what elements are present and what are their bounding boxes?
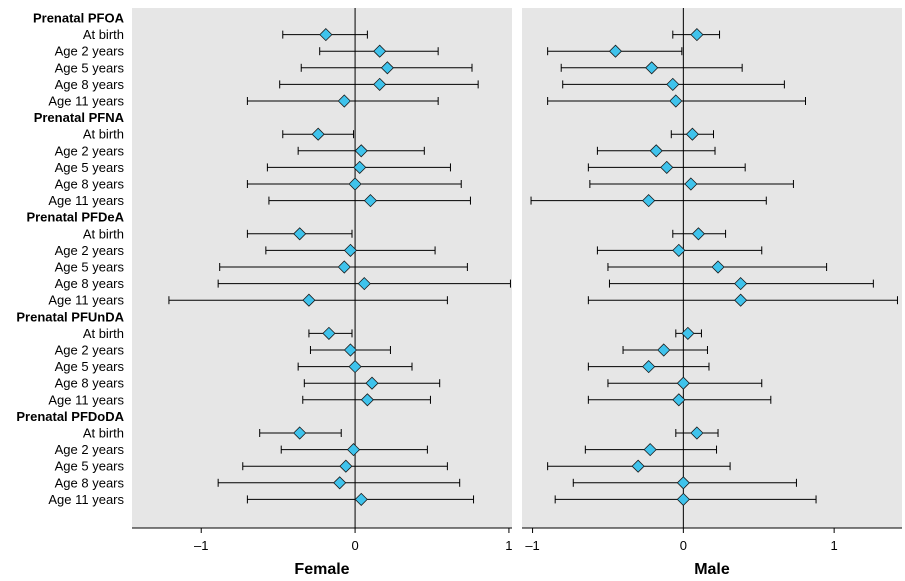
estimate-marker: [660, 160, 674, 174]
x-tick-label: 0: [351, 538, 358, 553]
group-label: Prenatal PFUnDA: [16, 309, 124, 324]
panel-background: [522, 8, 902, 528]
panel-background: [132, 8, 512, 528]
row-label: Age 11 years: [48, 392, 124, 407]
estimate-marker: [669, 94, 683, 108]
estimate-marker: [691, 227, 705, 241]
estimate-marker: [642, 194, 656, 208]
row-label: At birth: [83, 127, 124, 142]
row-label: Age 11 years: [48, 193, 124, 208]
group-label: Prenatal PFNA: [34, 110, 125, 125]
estimate-marker: [293, 426, 307, 440]
panel-title-female: Female: [294, 561, 349, 578]
estimate-marker: [348, 177, 362, 191]
estimate-marker: [353, 160, 367, 174]
estimate-marker: [354, 492, 368, 506]
estimate-marker: [608, 44, 623, 58]
estimate-marker: [685, 127, 699, 141]
estimate-marker: [672, 393, 686, 407]
estimate-marker: [690, 28, 704, 42]
row-label: Age 5 years: [55, 260, 125, 275]
estimate-marker: [666, 77, 680, 91]
estimate-marker: [322, 326, 336, 340]
estimate-marker: [373, 44, 387, 58]
row-label: At birth: [83, 226, 124, 241]
estimate-marker: [365, 376, 379, 390]
row-label: Age 8 years: [55, 276, 125, 291]
estimate-marker: [690, 426, 704, 440]
estimate-marker: [649, 144, 663, 158]
row-label: Age 8 years: [55, 376, 125, 391]
row-label: Age 8 years: [55, 177, 125, 192]
estimate-marker: [681, 326, 695, 340]
row-label: Age 11 years: [48, 492, 124, 507]
estimate-marker: [631, 459, 645, 473]
panel-title-male: Male: [694, 561, 730, 578]
x-tick-label: –1: [194, 538, 208, 553]
estimate-marker: [348, 360, 362, 374]
estimate-marker: [333, 476, 347, 490]
x-tick-label: 0: [680, 538, 687, 553]
row-label: Age 2 years: [55, 442, 125, 457]
estimate-marker: [643, 443, 657, 457]
estimate-marker: [311, 127, 325, 141]
row-label: Age 11 years: [48, 94, 124, 109]
estimate-marker: [302, 293, 316, 307]
estimate-marker: [346, 443, 361, 457]
row-label: At birth: [83, 326, 124, 341]
estimate-marker: [337, 260, 351, 274]
estimate-marker: [684, 177, 698, 191]
row-label: Age 5 years: [55, 160, 125, 175]
row-label: Age 2 years: [55, 143, 125, 158]
estimate-marker: [357, 277, 371, 291]
estimate-marker: [380, 61, 394, 75]
estimate-marker: [645, 61, 659, 75]
estimate-marker: [642, 360, 656, 374]
estimate-marker: [657, 343, 671, 357]
estimate-marker: [337, 94, 351, 108]
estimate-marker: [343, 343, 358, 357]
x-tick-label: 1: [505, 538, 512, 553]
estimate-marker: [711, 260, 725, 274]
row-label: At birth: [83, 426, 124, 441]
estimate-marker: [373, 77, 387, 91]
row-label: Age 2 years: [55, 343, 125, 358]
estimate-marker: [339, 459, 353, 473]
row-label: Age 5 years: [55, 60, 125, 75]
x-tick-label: –1: [525, 538, 539, 553]
row-label: Age 2 years: [55, 243, 125, 258]
row-label: Age 11 years: [48, 293, 124, 308]
group-label: Prenatal PFOA: [33, 11, 125, 26]
row-label: At birth: [83, 27, 124, 42]
group-label: Prenatal PFDoDA: [16, 409, 124, 424]
row-label: Age 8 years: [55, 475, 125, 490]
row-label: Age 8 years: [55, 77, 125, 92]
estimate-marker: [734, 277, 748, 291]
row-label: Age 2 years: [55, 44, 125, 59]
estimate-marker: [354, 144, 368, 158]
estimate-marker: [293, 227, 307, 241]
row-label: Age 5 years: [55, 359, 125, 374]
group-label: Prenatal PFDeA: [26, 210, 124, 225]
estimate-marker: [360, 393, 374, 407]
row-label: Age 5 years: [55, 459, 125, 474]
estimate-marker: [363, 194, 378, 208]
estimate-marker: [672, 243, 686, 257]
estimate-marker: [734, 293, 748, 307]
estimate-marker: [676, 476, 690, 490]
estimate-marker: [343, 243, 358, 257]
estimate-marker: [676, 492, 690, 506]
estimate-marker: [319, 28, 333, 42]
x-tick-label: 1: [831, 538, 838, 553]
estimate-marker: [676, 376, 690, 390]
